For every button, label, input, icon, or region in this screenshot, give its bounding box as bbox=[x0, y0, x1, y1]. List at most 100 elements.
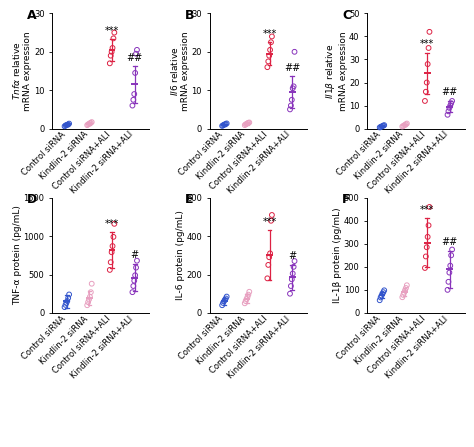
Point bbox=[64, 121, 72, 128]
Point bbox=[379, 290, 386, 297]
Point bbox=[447, 102, 454, 109]
Text: C: C bbox=[342, 9, 351, 22]
Point bbox=[376, 124, 383, 131]
Point bbox=[266, 46, 274, 54]
Text: ##: ## bbox=[284, 63, 301, 72]
Point bbox=[128, 102, 136, 109]
Point bbox=[131, 69, 139, 76]
Point bbox=[109, 243, 116, 250]
Point bbox=[109, 35, 117, 42]
Point bbox=[290, 263, 297, 270]
Point bbox=[424, 233, 431, 240]
Point bbox=[380, 289, 387, 296]
Text: ***: *** bbox=[420, 39, 434, 49]
Point bbox=[244, 294, 251, 301]
Point bbox=[267, 38, 275, 46]
Text: B: B bbox=[184, 9, 194, 22]
Point bbox=[291, 257, 298, 265]
Point bbox=[110, 220, 118, 228]
Point bbox=[268, 33, 276, 40]
Point bbox=[287, 102, 295, 109]
Point bbox=[264, 275, 271, 282]
Point bbox=[65, 291, 73, 298]
Y-axis label: IL-1β protein (pg/mL): IL-1β protein (pg/mL) bbox=[333, 207, 342, 303]
Point bbox=[244, 120, 251, 127]
Point bbox=[401, 287, 409, 294]
Point bbox=[219, 122, 226, 130]
Point bbox=[447, 100, 455, 107]
Point bbox=[129, 96, 137, 103]
Point bbox=[83, 122, 91, 129]
Point bbox=[288, 96, 296, 103]
Text: E: E bbox=[184, 193, 193, 206]
Point bbox=[130, 277, 138, 284]
Point bbox=[403, 120, 410, 127]
Point bbox=[267, 217, 275, 224]
Point bbox=[286, 106, 294, 113]
Text: D: D bbox=[27, 193, 37, 206]
Text: F: F bbox=[342, 193, 350, 206]
Text: #: # bbox=[288, 252, 296, 261]
Point bbox=[64, 294, 72, 301]
Point bbox=[84, 121, 92, 128]
Point bbox=[87, 289, 95, 296]
Point bbox=[132, 50, 140, 57]
Point bbox=[378, 123, 385, 130]
Point bbox=[241, 300, 248, 307]
Point bbox=[403, 282, 410, 289]
Text: ***: *** bbox=[105, 219, 119, 229]
Point bbox=[246, 119, 253, 126]
Point bbox=[61, 304, 68, 311]
Point bbox=[265, 52, 273, 59]
Point bbox=[131, 272, 139, 279]
Point bbox=[402, 284, 410, 291]
Point bbox=[106, 60, 114, 67]
Y-axis label: IL-6 protein (pg/mL): IL-6 protein (pg/mL) bbox=[176, 211, 185, 300]
Point bbox=[264, 58, 272, 65]
Text: A: A bbox=[27, 9, 36, 22]
Point bbox=[128, 289, 136, 296]
Point bbox=[219, 299, 227, 307]
Point bbox=[242, 121, 249, 128]
Point bbox=[287, 283, 295, 290]
Text: ***: *** bbox=[263, 217, 277, 227]
Point bbox=[425, 44, 432, 51]
Point bbox=[264, 261, 272, 269]
Point bbox=[448, 246, 456, 253]
Point bbox=[64, 297, 71, 304]
Point bbox=[423, 79, 430, 86]
Point bbox=[266, 250, 274, 257]
Point bbox=[65, 120, 73, 127]
Point bbox=[286, 290, 294, 297]
Point bbox=[220, 298, 228, 305]
Point bbox=[425, 222, 432, 229]
Point bbox=[401, 121, 409, 128]
Point bbox=[289, 85, 297, 92]
Point bbox=[401, 122, 408, 129]
Point bbox=[423, 244, 430, 251]
Text: #: # bbox=[131, 250, 139, 260]
Point bbox=[380, 122, 387, 129]
Point bbox=[133, 257, 141, 264]
Point bbox=[245, 291, 252, 298]
Point bbox=[444, 286, 451, 293]
Point bbox=[222, 295, 229, 302]
Point bbox=[381, 122, 388, 129]
Point bbox=[265, 253, 273, 261]
Point bbox=[422, 88, 429, 95]
Point bbox=[85, 296, 93, 303]
Point bbox=[399, 123, 406, 130]
Point bbox=[447, 252, 455, 259]
Point bbox=[400, 291, 407, 299]
Point bbox=[87, 119, 95, 127]
Point bbox=[83, 302, 91, 309]
Point bbox=[424, 60, 431, 67]
Point bbox=[447, 262, 454, 269]
Point bbox=[377, 123, 384, 131]
Point bbox=[243, 295, 250, 303]
Point bbox=[86, 120, 94, 127]
Point bbox=[222, 120, 229, 127]
Point bbox=[421, 264, 428, 271]
Point bbox=[219, 122, 227, 129]
Point bbox=[378, 292, 385, 299]
